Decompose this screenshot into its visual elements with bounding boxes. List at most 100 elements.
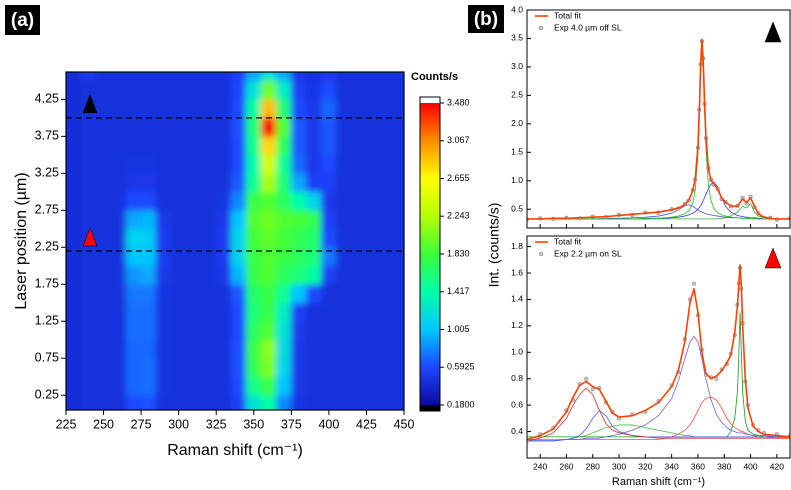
heatmap-cell: [351, 246, 367, 267]
heatmap-cell: [230, 173, 247, 193]
heatmap-cell: [351, 394, 367, 410]
y-tick-label: 3.25: [35, 166, 59, 180]
heatmap-cell: [366, 72, 382, 81]
heatmap-cell: [185, 357, 202, 378]
x-axis-title: Raman shift (cm⁻¹): [612, 476, 705, 488]
heatmap-cell: [200, 283, 217, 304]
heatmap-cell: [125, 283, 142, 304]
heatmap-cell: [110, 302, 127, 322]
heatmap-cell: [66, 210, 82, 230]
heatmap-cell: [230, 283, 247, 304]
heatmap-cell: [140, 246, 157, 267]
legend-label: Exp 2.2 µm on SL: [554, 248, 622, 258]
heatmap-cell: [291, 246, 307, 267]
heatmap-cell: [336, 394, 352, 410]
heatmap-cell: [110, 376, 127, 396]
colorbar-tick-label: 3.480: [447, 97, 470, 107]
heatmap-cell: [321, 357, 337, 378]
x-tick-label: 325: [206, 417, 227, 431]
heatmap-cell: [245, 376, 262, 396]
heatmap-cell: [80, 265, 97, 285]
heatmap-cell: [336, 99, 352, 119]
heatmap-cell: [155, 228, 172, 248]
heatmap-cell: [260, 72, 277, 81]
heatmap-cell: [185, 376, 202, 396]
heatmap-cell: [125, 80, 142, 100]
heatmap-cell: [291, 320, 307, 341]
heatmap-cell: [66, 117, 82, 137]
plot-area: [527, 38, 790, 222]
heatmap-cell: [276, 265, 292, 285]
heatmap-cell: [125, 394, 142, 410]
heatmap-cell: [110, 191, 127, 211]
heatmap-cell: [140, 191, 157, 211]
heatmap-cell: [306, 339, 322, 359]
heatmap-cell: [80, 302, 97, 322]
heatmap-cell: [185, 302, 202, 322]
heatmap-cell: [381, 136, 404, 156]
heatmap-cell: [80, 394, 97, 410]
heatmap-cell: [170, 320, 187, 341]
heatmap-cell: [215, 320, 232, 341]
heatmap-cell: [110, 154, 127, 174]
heatmap-cell: [351, 191, 367, 211]
heatmap-cell: [366, 302, 382, 322]
heatmap-cell: [336, 283, 352, 304]
heatmap-cell: [230, 80, 247, 100]
heatmap-cell: [306, 376, 322, 396]
heatmap-cell: [95, 210, 112, 230]
heatmap-cell: [125, 210, 142, 230]
heatmap-cell: [200, 80, 217, 100]
heatmap-cell: [306, 136, 322, 156]
heatmap-cell: [200, 376, 217, 396]
heatmap-cell: [245, 283, 262, 304]
heatmap-cell: [185, 228, 202, 248]
y-tick-label: 3.75: [35, 129, 59, 143]
y-tick-label: 1.4: [511, 294, 523, 304]
heatmap-cell: [381, 339, 404, 359]
heatmap-cell: [381, 72, 404, 81]
colorbar-tick-label: 1.830: [447, 248, 470, 258]
heatmap-cell: [170, 154, 187, 174]
heatmap-cell: [306, 173, 322, 193]
x-tick-label: 350: [243, 417, 264, 431]
x-tick-label: 280: [586, 461, 600, 471]
heatmap-cell: [215, 394, 232, 410]
heatmap-cell: [381, 394, 404, 410]
heatmap-cell: [95, 283, 112, 304]
heatmap-cell: [66, 80, 82, 100]
heatmap-cell: [306, 246, 322, 267]
x-tick-label: 375: [281, 417, 302, 431]
heatmap-cell: [170, 283, 187, 304]
heatmap-cell: [66, 154, 82, 174]
heatmap-cell: [155, 283, 172, 304]
heatmap-cell: [245, 117, 262, 137]
fit-line: [527, 264, 790, 441]
heatmap-cell: [291, 191, 307, 211]
heatmap-cell: [336, 154, 352, 174]
heatmap-cell: [66, 99, 82, 119]
heatmap-cell: [230, 302, 247, 322]
heatmap-cell: [381, 99, 404, 119]
heatmap-cell: [306, 117, 322, 137]
heatmap-cell: [336, 376, 352, 396]
heatmap-cell: [291, 357, 307, 378]
y-tick-label: 4.0: [511, 4, 523, 14]
heatmap-cell: [306, 357, 322, 378]
heatmap-cell: [170, 210, 187, 230]
heatmap-cell: [351, 72, 367, 81]
heatmap-cell: [366, 394, 382, 410]
heatmap-cell: [306, 80, 322, 100]
heatmap-cell: [80, 283, 97, 304]
panel-label: (a): [11, 10, 34, 31]
heatmap-cell: [110, 72, 127, 81]
heatmap-cell: [245, 357, 262, 378]
heatmap-cell: [185, 117, 202, 137]
heatmap-cell: [95, 246, 112, 267]
heatmap-cell: [66, 339, 82, 359]
x-tick-label: 240: [533, 461, 547, 471]
heatmap-cell: [66, 302, 82, 322]
x-tick-label: 450: [394, 417, 415, 431]
y-tick-label: 0.75: [35, 351, 59, 365]
heatmap-cell: [230, 376, 247, 396]
